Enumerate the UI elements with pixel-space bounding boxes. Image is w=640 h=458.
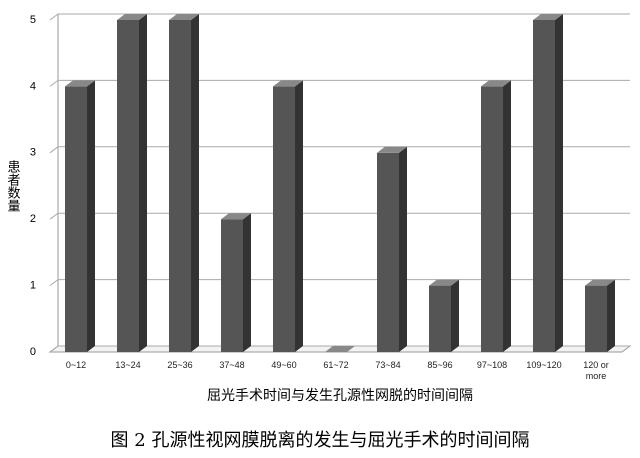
bar-top	[533, 14, 563, 20]
y-tick-label: 1	[30, 280, 36, 292]
bar-top	[273, 80, 303, 87]
y-tick-label: 4	[30, 80, 36, 92]
bar-side	[295, 80, 303, 353]
bar-front	[273, 86, 295, 353]
bar-front	[585, 285, 607, 352]
bar-side	[191, 14, 199, 352]
y-tick-label: 5	[30, 14, 36, 26]
bar-side	[607, 279, 615, 352]
bar-side	[399, 146, 407, 352]
caption: 图 2 孔源性视网膜脱离的发生与屈光手术的时间间隔	[111, 430, 530, 451]
bar-top	[169, 14, 199, 20]
x-tick-label: 13~24	[115, 360, 141, 370]
bar-front	[169, 20, 191, 352]
grid-line	[49, 79, 630, 87]
bar-top	[429, 279, 459, 286]
x-tick-label: 25~36	[167, 360, 193, 370]
y-tick-label: 3	[30, 147, 36, 159]
bar-top	[65, 80, 95, 87]
grid-line	[49, 146, 630, 154]
x-tick-label: 61~72	[323, 360, 349, 370]
grid-line	[49, 13, 630, 21]
bar-top	[585, 279, 615, 286]
bar-top	[377, 146, 407, 153]
x-tick-label: 0~12	[65, 360, 87, 370]
grid-line	[49, 212, 630, 220]
bar-front	[221, 219, 243, 352]
y-tick-label: 0	[30, 346, 36, 358]
x-tick-label: 73~84	[375, 360, 401, 370]
bar-side	[139, 14, 147, 352]
bar-top	[221, 213, 251, 220]
x-axis-title: 屈光手术时间与发生孔源性网脱的时间间隔	[207, 388, 473, 404]
x-tick-label: 97~108	[476, 360, 508, 370]
bar-side	[243, 213, 251, 352]
bar-side	[451, 279, 459, 352]
x-tick-label: 49~60	[271, 360, 297, 370]
bar-side	[87, 80, 95, 353]
bar-top	[325, 346, 355, 352]
bar-top	[481, 80, 511, 87]
x-tick-label: 37~48	[219, 360, 245, 370]
bar-side	[555, 14, 563, 352]
y-axis-title: 患者数量	[5, 160, 21, 212]
y-tick-label: 2	[30, 213, 36, 225]
x-tick-label: 120 or more	[583, 360, 609, 381]
bar-front	[65, 86, 87, 353]
bar-front	[117, 20, 139, 352]
bar-front	[377, 152, 399, 352]
bar-top	[117, 14, 147, 20]
bar-front	[429, 285, 451, 352]
bar-front	[481, 86, 503, 353]
x-tick-label: 85~96	[427, 360, 453, 370]
x-tick-label: 109~120	[526, 360, 562, 370]
bar-front	[533, 20, 555, 352]
bar-side	[503, 80, 511, 353]
